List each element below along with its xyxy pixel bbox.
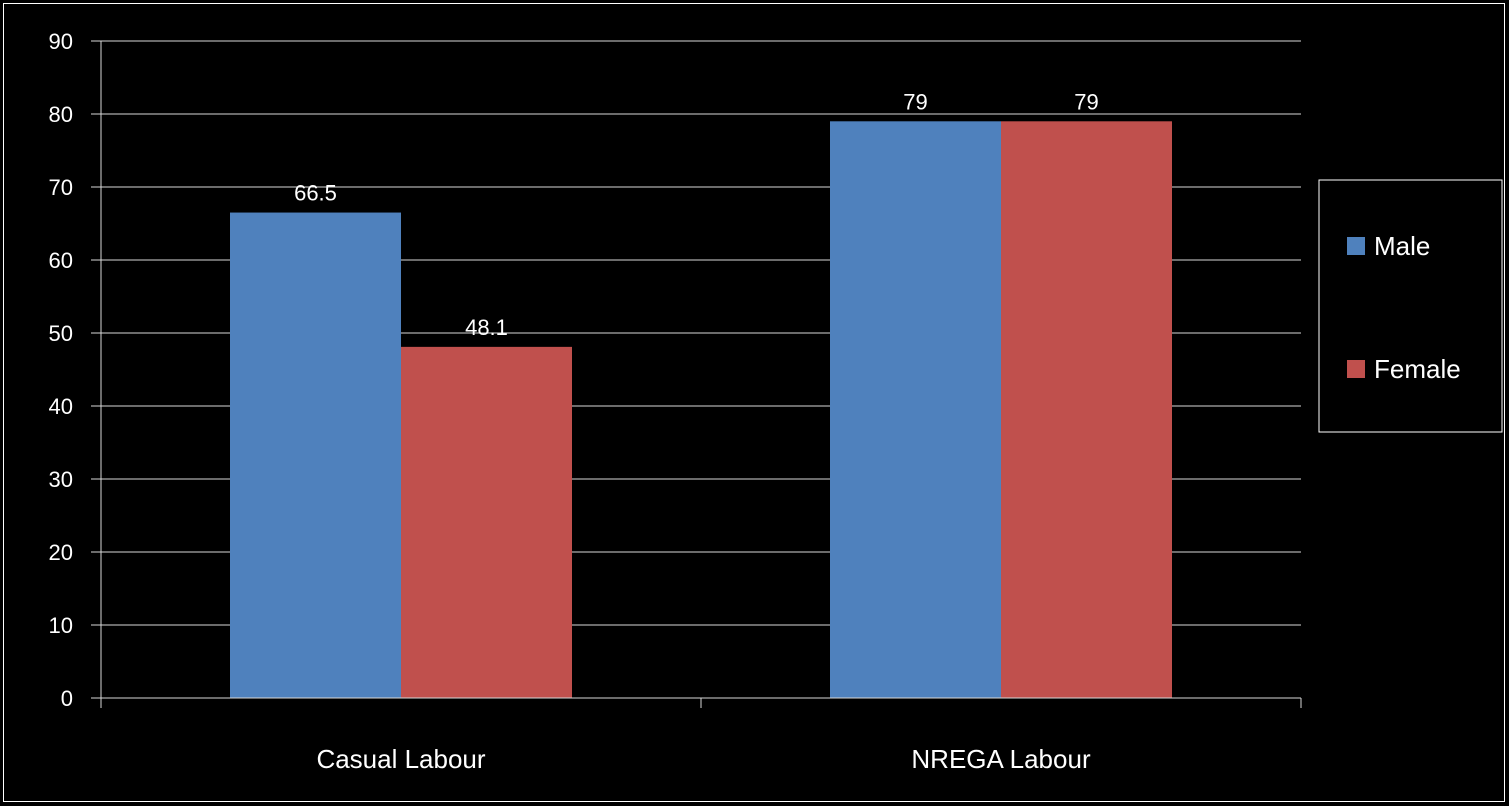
y-tick-label-60: 60 [49,248,73,273]
bar-female-casual-labour [401,346,572,698]
y-tick-label-30: 30 [49,467,73,492]
y-tick-label-90: 90 [49,29,73,54]
legend-label-female: Female [1374,354,1461,384]
bar-female-nrega-labour [1001,121,1172,699]
y-tick-label-0: 0 [61,686,73,711]
axes: 0 10 20 30 40 50 60 70 80 90 Casual Labour NREGA La… [49,29,1302,774]
legend: Male Female [1318,179,1503,433]
y-tick-label-40: 40 [49,394,73,419]
chart-frame [3,3,1505,802]
data-label-female-nrega-labour: 79 [1074,89,1098,114]
bars [230,121,1172,699]
x-tick-label-1: NREGA Labour [911,744,1091,774]
y-tick-label-80: 80 [49,102,73,127]
data-label-female-casual-labour: 48.1 [465,315,508,340]
data-labels: 66.5 48.1 79 79 [294,89,1099,340]
bar-male-nrega-labour [830,121,1001,699]
legend-box [1318,179,1503,433]
bar-male-casual-labour [230,212,401,699]
y-tick-label-20: 20 [49,540,73,565]
y-tick-label-10: 10 [49,613,73,638]
legend-swatch-male [1347,237,1365,255]
y-tick-label-70: 70 [49,175,73,200]
y-tick-label-50: 50 [49,321,73,346]
legend-swatch-female [1347,360,1365,378]
data-label-male-nrega-labour: 79 [903,89,927,114]
legend-label-male: Male [1374,231,1430,261]
x-tick-label-0: Casual Labour [316,744,485,774]
data-label-male-casual-labour: 66.5 [294,181,337,206]
